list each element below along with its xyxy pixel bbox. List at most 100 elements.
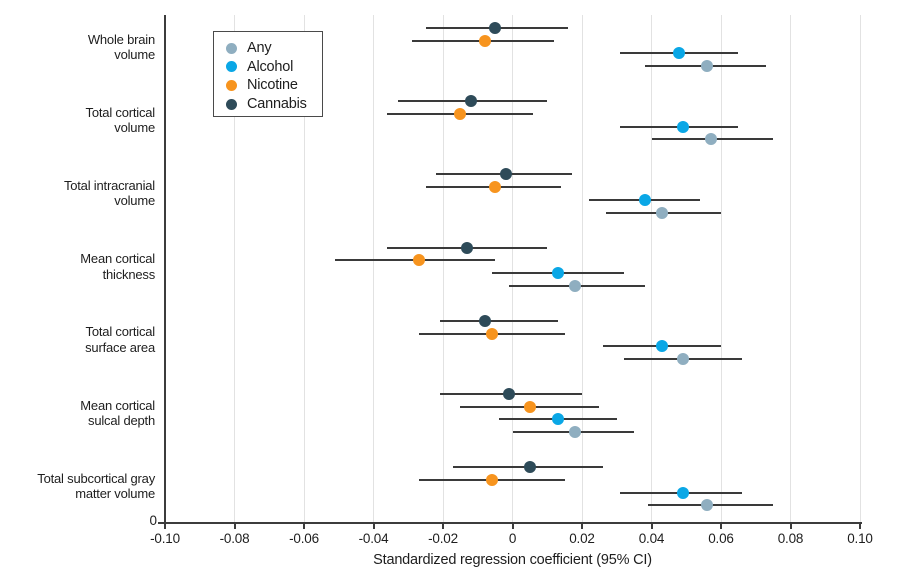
point-any	[701, 60, 714, 73]
point-any	[704, 133, 717, 146]
gridline	[303, 15, 305, 523]
category-label: Mean cortical thickness	[8, 251, 155, 282]
category-label: Total cortical surface area	[8, 324, 155, 355]
x-tick-label: 0.04	[638, 531, 665, 546]
y-axis-origin-tick	[158, 522, 165, 524]
gridline	[720, 15, 722, 523]
x-tick-label: -0.04	[358, 531, 389, 546]
legend-label: Nicotine	[247, 77, 298, 94]
gridline	[442, 15, 444, 523]
category-label: Mean cortical sulcal depth	[8, 398, 155, 429]
ci-whisker-cannabis	[439, 319, 558, 322]
x-tick-label: -0.08	[219, 531, 250, 546]
point-alcohol	[638, 193, 651, 206]
point-alcohol	[655, 340, 668, 353]
category-label: Total cortical volume	[8, 104, 156, 136]
x-tick-label: 0.08	[777, 531, 804, 546]
category-label: Total subcortical gray matter volume	[8, 471, 155, 502]
x-axis-tick	[789, 523, 792, 529]
x-tick-label: 0.02	[569, 531, 595, 546]
legend-label: Any	[247, 40, 272, 57]
x-axis-tick	[164, 523, 166, 529]
point-nicotine	[478, 34, 491, 47]
category-label: Total intracranial volume	[8, 178, 155, 209]
x-tick-label: -0.02	[428, 531, 458, 546]
x-axis-tick	[303, 523, 305, 529]
gridline	[790, 15, 791, 523]
x-axis-title: Standardized regression coefficient (95%…	[373, 552, 652, 568]
category-label-line: surface area	[85, 339, 155, 355]
point-alcohol	[676, 486, 689, 499]
category-label-line: volume	[114, 120, 155, 136]
category-label-line: matter volume	[75, 486, 155, 502]
legend-item-any: Any	[226, 39, 312, 58]
gridline	[512, 15, 513, 523]
point-alcohol	[673, 47, 686, 60]
x-axis-tick	[372, 523, 375, 529]
legend: Any Alcohol Nicotine Cannabis	[213, 31, 323, 117]
legend-item-nicotine: Nicotine	[226, 76, 312, 95]
point-cannabis	[461, 241, 474, 254]
legend-item-alcohol: Alcohol	[226, 58, 312, 77]
category-label-line: Whole brain	[87, 31, 155, 47]
category-label-line: Mean cortical	[80, 251, 155, 267]
gridline	[581, 15, 583, 523]
legend-swatch-icon	[226, 79, 237, 91]
legend-swatch-icon	[226, 98, 237, 110]
point-any	[655, 206, 668, 219]
y-axis-zero-label: 0	[149, 513, 157, 528]
x-axis-tick	[859, 523, 861, 529]
point-alcohol	[551, 267, 564, 279]
x-tick-label: -0.06	[289, 531, 319, 546]
category-label-line: Total cortical	[85, 324, 156, 340]
point-nicotine	[489, 181, 502, 194]
legend-swatch-icon	[226, 61, 237, 73]
category-label-line: Mean cortical	[80, 397, 155, 413]
x-axis-tick	[720, 523, 722, 529]
point-cannabis	[523, 461, 536, 474]
x-tick-label: 0.06	[708, 531, 734, 546]
x-tick-label: 0	[508, 531, 517, 546]
point-nicotine	[485, 473, 498, 486]
point-alcohol	[676, 120, 689, 133]
point-alcohol	[551, 413, 564, 426]
category-label-line: volume	[114, 193, 155, 209]
point-nicotine	[412, 254, 425, 267]
legend-item-cannabis: Cannabis	[226, 95, 312, 114]
legend-label: Alcohol	[247, 58, 294, 75]
category-label-line: volume	[114, 47, 155, 63]
point-any	[569, 426, 582, 439]
legend-label: Cannabis	[247, 96, 307, 113]
x-axis-tick	[581, 523, 583, 529]
point-cannabis	[478, 314, 491, 327]
point-cannabis	[499, 168, 512, 181]
x-axis-tick	[650, 523, 653, 529]
point-any	[569, 279, 582, 292]
point-nicotine	[485, 327, 498, 340]
gridline	[859, 15, 861, 523]
gridline	[651, 15, 652, 523]
category-label: Whole brain volume	[8, 32, 155, 63]
legend-swatch-icon	[226, 42, 237, 54]
x-axis-line	[158, 522, 862, 524]
x-axis-tick	[511, 523, 514, 529]
x-tick-label: 0.10	[847, 531, 873, 546]
point-nicotine	[454, 107, 467, 120]
category-label-line: thickness	[102, 266, 156, 282]
point-cannabis	[489, 22, 502, 34]
category-label-line: Total cortical	[85, 104, 156, 120]
x-axis-tick	[233, 523, 236, 529]
x-tick-label: -0.10	[150, 531, 180, 546]
gridline	[234, 15, 235, 523]
point-any	[676, 352, 689, 365]
point-cannabis	[503, 388, 516, 400]
point-any	[701, 499, 714, 512]
y-axis-line	[164, 15, 166, 523]
point-nicotine	[523, 400, 536, 413]
category-label-line: Total intracranial	[63, 177, 155, 193]
gridline	[373, 15, 374, 523]
category-label-line: sulcal depth	[88, 413, 155, 429]
x-axis-tick	[442, 523, 444, 529]
